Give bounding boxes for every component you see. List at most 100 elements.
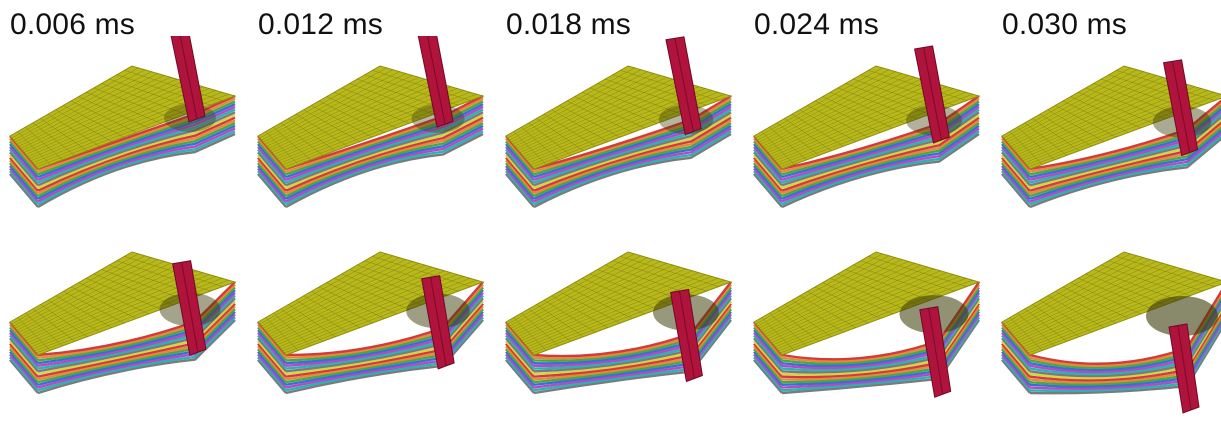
laminate-layer-line bbox=[1001, 353, 1031, 389]
laminate-layer-line bbox=[37, 97, 236, 173]
laminate-layer-line bbox=[9, 159, 39, 195]
laminate-layer-line bbox=[1029, 123, 1221, 195]
laminate-layer-line bbox=[37, 103, 236, 179]
laminate-layer-line bbox=[505, 332, 535, 367]
laminate-layer-line bbox=[781, 105, 980, 182]
laminate-layer-line bbox=[753, 148, 783, 184]
laminate-layer-line bbox=[9, 348, 39, 383]
laminate-layer-line bbox=[753, 170, 783, 206]
frame-svg bbox=[753, 45, 981, 209]
time-label-1: 0.006 ms bbox=[10, 8, 135, 41]
projectile-edge bbox=[430, 277, 447, 367]
laminate-layer-line bbox=[505, 323, 535, 359]
laminate-layer-line bbox=[505, 326, 535, 362]
laminate-layer-line bbox=[753, 154, 783, 189]
laminate-layer-line bbox=[1001, 351, 1031, 386]
laminate-layer-line bbox=[505, 167, 535, 203]
mesh-grid bbox=[507, 253, 725, 354]
laminate-layer-line bbox=[257, 156, 287, 192]
laminate-layer-line bbox=[1001, 165, 1031, 200]
laminate-layer-line bbox=[285, 127, 484, 203]
laminate-layer-line bbox=[1029, 126, 1221, 198]
laminate-layer-line bbox=[285, 313, 484, 389]
laminate-layer-line bbox=[781, 108, 980, 184]
laminate-layer-line bbox=[37, 132, 236, 209]
projectile-icon bbox=[170, 36, 206, 123]
laminate-layer-line bbox=[9, 356, 39, 392]
projectile-edge bbox=[179, 36, 198, 120]
simulation-frame bbox=[992, 36, 1221, 236]
laminate-layer-line bbox=[505, 345, 535, 381]
simulation-frame bbox=[992, 222, 1221, 422]
laminate-layer-line bbox=[9, 165, 39, 200]
laminate-layer-line bbox=[285, 132, 484, 209]
laminate-layer-line bbox=[37, 113, 236, 190]
laminate-layer-line bbox=[9, 137, 39, 173]
laminate-layer-line bbox=[37, 130, 236, 206]
laminate-layer-line bbox=[257, 151, 287, 187]
laminate-layer-line bbox=[753, 146, 783, 181]
laminate-layer-line bbox=[533, 132, 732, 209]
projectile-icon bbox=[417, 36, 454, 128]
laminate-layer-line bbox=[285, 105, 484, 181]
laminate-layer-line bbox=[9, 345, 39, 381]
laminate-layer-line bbox=[1001, 173, 1031, 208]
laminate-layer-line bbox=[505, 156, 535, 192]
simulation-frame bbox=[0, 36, 248, 236]
laminate-layer-line bbox=[753, 348, 783, 383]
laminate-layer-line bbox=[533, 316, 732, 392]
laminate-layer-line bbox=[753, 165, 783, 200]
laminate-layer-line bbox=[1029, 137, 1221, 209]
laminate-layer-line bbox=[505, 353, 535, 389]
laminate-layer-line bbox=[505, 359, 535, 394]
projectile-edge bbox=[679, 291, 695, 379]
impact-shadow bbox=[1146, 296, 1218, 336]
laminate-layer-line bbox=[781, 122, 980, 198]
laminate-layer-line bbox=[533, 111, 732, 187]
simulation-frame bbox=[248, 222, 496, 422]
laminate-layer-line bbox=[37, 105, 236, 181]
laminate-layer-line bbox=[1001, 148, 1031, 184]
laminate-layer-line bbox=[505, 151, 535, 187]
laminate-layer-line bbox=[285, 130, 484, 206]
laminate-layer-line bbox=[1001, 154, 1031, 189]
laminate-layer-line bbox=[257, 326, 287, 362]
laminate-layer-line bbox=[533, 100, 732, 176]
laminate-layer-line bbox=[1029, 113, 1221, 184]
laminate-layer-line bbox=[257, 137, 287, 173]
laminate-layer-line bbox=[37, 116, 236, 192]
laminate-layer-line bbox=[257, 332, 287, 367]
laminate-layer-line bbox=[753, 353, 783, 389]
laminate-layer-line bbox=[285, 113, 484, 190]
laminate-layer-line bbox=[753, 173, 783, 208]
laminate-layer-line bbox=[505, 334, 535, 370]
laminate-layer-line bbox=[1001, 159, 1031, 195]
laminate-layer-line bbox=[505, 170, 535, 206]
laminate-layer-line bbox=[9, 332, 39, 367]
laminate-layer-line bbox=[1001, 162, 1031, 197]
laminate-layer-line bbox=[753, 140, 783, 176]
laminate-layer-line bbox=[9, 342, 39, 378]
laminate-layer-line bbox=[505, 351, 535, 386]
laminate-layer-line bbox=[505, 143, 535, 178]
simulation-frame bbox=[744, 222, 992, 422]
laminate-layer-line bbox=[285, 311, 484, 387]
laminate-layer-line bbox=[753, 162, 783, 197]
mesh-grid bbox=[1003, 253, 1221, 354]
laminate-layer-line bbox=[753, 359, 783, 394]
laminate-layer-line bbox=[37, 119, 236, 195]
laminate-layer-line bbox=[505, 340, 535, 375]
laminate-layer-line bbox=[37, 108, 236, 184]
laminate-layer-line bbox=[285, 119, 484, 195]
laminate-layer-line bbox=[781, 130, 980, 206]
laminate-layer-line bbox=[533, 119, 732, 195]
laminate-layer-line bbox=[257, 340, 287, 375]
laminate-layer-line bbox=[9, 173, 39, 208]
laminate-layer-line bbox=[257, 167, 287, 203]
laminate-layer-line bbox=[1001, 348, 1031, 383]
laminate-layer-line bbox=[257, 143, 287, 178]
laminate-layer-line bbox=[37, 311, 236, 387]
laminate-layer-line bbox=[285, 94, 484, 171]
laminate-layer-line bbox=[1001, 340, 1031, 375]
projectile-edge bbox=[923, 47, 942, 141]
